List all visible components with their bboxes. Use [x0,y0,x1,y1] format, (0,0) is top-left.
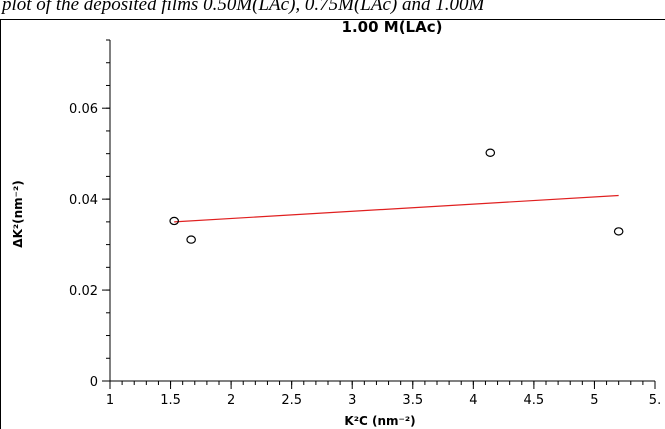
data-point [613,227,624,236]
y-tick-label: 0.02 [69,284,98,299]
x-tick-label: 2.5 [281,393,302,408]
figure-caption: plot of the deposited films 0.50M(LAc), … [2,0,485,15]
data-point [485,148,496,157]
axes [109,40,655,382]
ticks: 1 1.5 2 2.5 3 3.5 4 4.5 5 5. 0 0.02 0.04 0.06 [69,39,661,408]
x-tick-label: 4 [469,393,477,408]
x-tick-label: 5. [649,393,661,408]
x-tick-label: 1.5 [160,393,181,408]
y-tick-label: 0 [90,375,98,390]
chart-title: 1.00 M(LAc) [342,18,443,36]
x-tick-label: 1 [106,393,114,408]
x-tick-label: 2 [227,393,235,408]
data-point [186,235,196,244]
fit-line [174,194,619,223]
x-tick-label: 4.5 [524,393,545,408]
x-tick-label: 3 [348,393,356,408]
data-points [169,148,624,244]
y-tick-label: 0.06 [69,102,98,117]
data-point [169,216,179,226]
y-axis-label: ΔK²(nm⁻²) [11,180,25,247]
y-tick-label: 0.04 [69,193,98,208]
x-tick-label: 3.5 [402,393,423,408]
x-tick-label: 5 [590,393,598,408]
x-axis-label: K²C (nm⁻²) [344,414,415,428]
chart-frame [0,19,665,429]
fit-line-group [174,194,619,223]
